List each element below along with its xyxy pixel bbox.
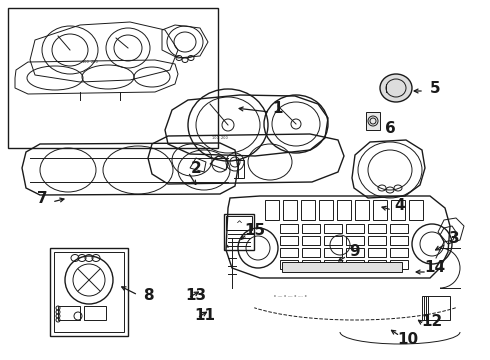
Bar — [54, 252, 124, 332]
Bar — [226, 216, 252, 230]
Bar — [324, 248, 342, 257]
Bar — [302, 224, 320, 233]
Text: 12: 12 — [421, 315, 442, 329]
Bar — [265, 200, 279, 220]
Bar — [368, 260, 386, 269]
Text: 10: 10 — [397, 333, 418, 347]
Text: 15: 15 — [245, 222, 266, 238]
Bar — [50, 248, 128, 336]
Bar — [282, 262, 402, 272]
Bar — [324, 224, 342, 233]
Bar — [302, 248, 320, 257]
Text: 7: 7 — [37, 190, 48, 206]
Text: 2: 2 — [191, 161, 201, 176]
Bar — [238, 160, 244, 178]
Bar — [280, 224, 298, 233]
Text: 1: 1 — [273, 100, 283, 116]
Bar — [302, 260, 320, 269]
Bar — [409, 200, 423, 220]
Text: ^: ^ — [236, 220, 243, 229]
Text: 100  200: 100 200 — [212, 136, 228, 140]
Bar — [84, 306, 106, 320]
Ellipse shape — [380, 74, 412, 102]
Bar — [422, 296, 450, 320]
Bar — [58, 306, 80, 320]
Bar — [346, 236, 364, 245]
Text: 11: 11 — [195, 309, 216, 324]
Bar — [373, 200, 387, 220]
Bar — [390, 236, 408, 245]
Bar — [368, 224, 386, 233]
Bar — [8, 8, 218, 148]
Bar — [337, 200, 351, 220]
Text: o  ----  o  ----  o  ----  o: o ---- o ---- o ---- o — [274, 294, 306, 298]
Text: 9: 9 — [350, 244, 360, 260]
Bar — [390, 260, 408, 269]
Bar — [391, 200, 405, 220]
Bar — [280, 248, 298, 257]
Bar — [301, 200, 315, 220]
Bar — [280, 236, 298, 245]
Bar — [346, 248, 364, 257]
Text: ▲: ▲ — [226, 244, 229, 248]
Text: 6: 6 — [385, 121, 395, 135]
Text: 3: 3 — [449, 230, 459, 246]
Bar — [368, 248, 386, 257]
Bar — [324, 260, 342, 269]
Bar — [280, 260, 298, 269]
Bar — [283, 200, 297, 220]
Bar — [324, 236, 342, 245]
Bar — [368, 236, 386, 245]
Bar — [319, 200, 333, 220]
Bar — [390, 224, 408, 233]
Bar — [366, 112, 380, 130]
Text: 13: 13 — [185, 288, 207, 302]
Text: 5: 5 — [430, 81, 441, 95]
Bar — [355, 200, 369, 220]
Bar — [390, 248, 408, 257]
Text: 14: 14 — [424, 261, 445, 275]
Text: 8: 8 — [143, 288, 153, 302]
Text: 100  200: 100 200 — [82, 60, 98, 64]
Bar — [346, 224, 364, 233]
Bar — [302, 236, 320, 245]
Bar — [346, 260, 364, 269]
Bar — [224, 214, 254, 250]
Text: 4: 4 — [394, 198, 405, 212]
